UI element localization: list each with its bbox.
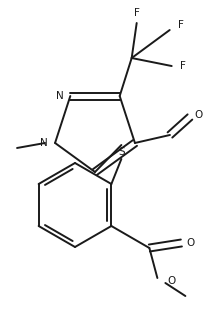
Text: N: N — [40, 138, 48, 148]
Text: O: O — [186, 238, 195, 248]
Text: S: S — [118, 147, 125, 157]
Text: F: F — [180, 61, 186, 71]
Text: F: F — [178, 20, 184, 30]
Text: O: O — [195, 110, 203, 120]
Text: N: N — [56, 91, 63, 101]
Text: O: O — [167, 276, 176, 286]
Text: F: F — [134, 8, 140, 18]
